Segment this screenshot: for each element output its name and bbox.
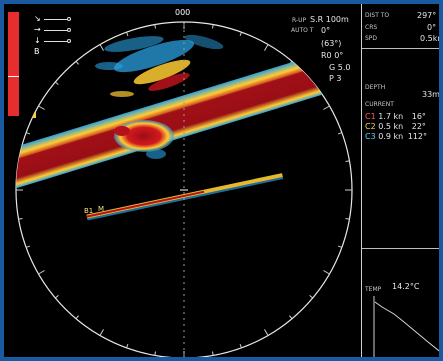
bearing-tick [99,44,104,51]
bearing-tick [38,270,45,275]
bearing-tick [289,315,293,320]
tilt-readout[interactable]: 0° [321,26,331,35]
bearing-tick [337,132,343,135]
bearing-tick [38,105,45,110]
bearing-tick [154,24,157,29]
temp-value: 14.2°C [392,282,420,291]
current-row: C3 0.9 kn 112° [365,132,427,141]
panel-divider [362,248,439,249]
current-label: CURRENT [365,101,394,108]
temp-label: TEMP [365,286,382,293]
arrow-icon: ↘ [34,14,41,23]
legend-line [44,30,68,31]
surface-echo-cluster [95,34,224,97]
gain-bar[interactable] [8,12,19,116]
current-row: C1 1.7 kn 16° [365,112,426,121]
current-dir: 112° [407,132,428,141]
legend-line [44,41,68,42]
legend-letter: B [34,47,40,56]
bearing-tick [154,351,157,356]
bearing-tick [323,105,330,110]
crs-label: CRS [365,24,378,31]
current-dir: 22° [411,122,426,131]
bearing-scale [16,22,352,357]
spd-label: SPD [365,35,378,42]
bearing-tick [264,329,269,336]
bearing-tick [25,132,31,135]
panel-divider [362,48,439,49]
current-speed: 0.5 kn [378,122,404,131]
bearing-tick [211,351,214,356]
bearing-tick [18,217,23,220]
depth-label: DEPTH [365,84,386,91]
depth-value: 33m [422,90,440,99]
legend-line [44,19,68,20]
legend-row: ↘ [34,14,74,25]
bearing-tick [309,295,314,299]
bearing-tick [54,295,59,299]
current-row: C2 0.5 kn 22° [365,122,426,131]
top-bearing-readout: 000 [175,8,191,17]
bearing-tick [337,245,343,248]
legend-row: ↓ [34,36,74,47]
legend-row: B [34,47,74,58]
current-id: C1 [365,112,376,121]
seabed-echo-band [16,38,352,194]
arrow-icon: ↓ [34,36,41,45]
bearing-tick [126,31,129,37]
dist-label: DIST TO [365,12,390,19]
arrow-icon: → [34,25,41,34]
fish-school-echo [114,120,174,159]
dist-value: 297° [417,11,437,20]
bearing-tick [345,217,350,220]
net-echo-line [86,173,284,221]
bearing-tick [75,60,79,65]
temp-graph [373,296,439,357]
echo-marker-label-2: M [98,205,104,213]
side-echo [16,112,36,118]
bearing-tick [345,160,350,163]
echo-marker-label: B1 [84,207,93,215]
sonar-display[interactable]: B1 M [4,4,443,361]
current-id: C2 [365,122,376,131]
bearing-tick [25,245,31,248]
bearing-tick [54,81,59,85]
bearing-tick [126,343,129,349]
heading-readout: (63°) [321,39,342,48]
r0-readout: R0 0° [321,51,344,60]
p-readout[interactable]: P 3 [329,74,342,83]
bearing-tick [211,24,214,29]
bearing-tick [239,343,242,349]
current-dir: 16° [411,112,426,121]
legend-dot [67,17,71,21]
legend-row: → [34,25,74,36]
current-id: C3 [365,132,376,141]
range-mode-label: R-UP [292,17,307,24]
bearing-tick [75,315,79,320]
tilt-mode-label: AUTO T [291,27,314,34]
spd-value: 0.5kn [420,34,443,43]
legend-dot [67,28,71,32]
gain-level-marker[interactable] [8,76,19,77]
echo-legend: ↘ → ↓ B [34,14,74,58]
current-speed: 1.7 kn [378,112,404,121]
current-speed: 0.9 kn [378,132,404,141]
bearing-tick [239,31,242,37]
gain-readout[interactable]: G 5.0 [329,63,351,72]
bearing-tick [264,44,269,51]
bearing-tick [99,329,104,336]
range-readout[interactable]: S.R 100m [310,15,349,24]
crs-value: 0° [427,23,437,32]
legend-dot [67,39,71,43]
bearing-tick [323,270,330,275]
info-panel: DIST TO 297° CRS 0° SPD 0.5kn DEPTH 33m … [361,4,443,357]
